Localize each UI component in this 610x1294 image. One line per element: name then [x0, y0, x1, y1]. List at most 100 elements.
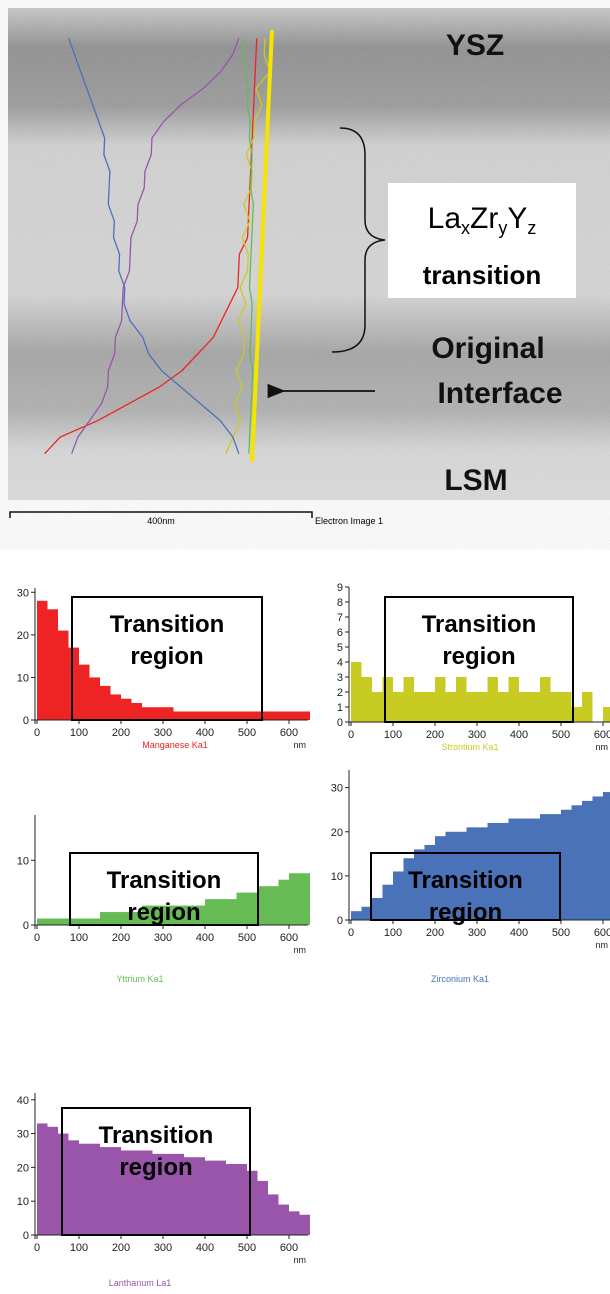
annotation: region: [429, 899, 502, 926]
bar: [163, 1153, 174, 1235]
formula-box: [388, 183, 576, 298]
line-scan: [68, 38, 240, 454]
x-tick-label: 500: [238, 727, 256, 739]
bar: [268, 886, 279, 925]
y-tick-label: 30: [17, 1129, 29, 1141]
bar: [487, 822, 498, 920]
y-tick-label: 20: [17, 1162, 29, 1174]
bar: [508, 677, 519, 722]
bar: [466, 827, 477, 920]
bar: [236, 1164, 247, 1235]
x-tick-label: 0: [34, 727, 40, 739]
bar: [403, 677, 414, 722]
bar: [79, 664, 90, 720]
bar: [110, 1147, 121, 1235]
bar: [226, 711, 237, 720]
y-tick-label: 3: [337, 672, 343, 684]
y-tick-label: 20: [17, 630, 29, 642]
annotation: region: [127, 899, 200, 926]
bar: [68, 918, 79, 925]
bar: [89, 677, 100, 720]
formula-element: Y: [507, 202, 527, 235]
line-scans: [44, 38, 271, 455]
bar: [37, 600, 48, 720]
annotation: Transition: [422, 611, 537, 638]
x-tick-label: 400: [510, 729, 528, 741]
x-tick-label: 200: [112, 932, 130, 944]
bar: [142, 707, 153, 720]
x-tick-label: 100: [384, 927, 402, 939]
bar: [456, 677, 467, 722]
x-tick-label: 400: [196, 727, 214, 739]
bar: [152, 707, 163, 720]
bar: [361, 906, 372, 920]
x-tick-label: 100: [70, 727, 88, 739]
bar: [445, 831, 456, 920]
bar: [173, 905, 184, 925]
bar: [529, 692, 540, 722]
x-tick-label: 300: [154, 727, 172, 739]
bar: [37, 1123, 48, 1235]
bar: [68, 1140, 79, 1235]
bar: [194, 905, 205, 925]
formula-subscript: x: [461, 218, 470, 238]
bar: [47, 1126, 58, 1235]
bar: [519, 818, 530, 920]
annotation: Transition: [99, 1122, 214, 1149]
bar: [508, 818, 519, 920]
bar: [205, 899, 216, 925]
bar: [414, 849, 425, 920]
bar: [89, 1143, 100, 1235]
bar: [603, 792, 610, 920]
bar: [498, 692, 509, 722]
y-tick-label: 10: [17, 672, 29, 684]
bar: [268, 711, 279, 720]
line-scan: [71, 38, 240, 454]
bar: [236, 711, 247, 720]
bar: [79, 1143, 90, 1235]
x-tick-label: 500: [552, 927, 570, 939]
transition-box: [69, 852, 259, 926]
bar: [226, 1164, 237, 1235]
formula-element: Zr: [470, 202, 498, 235]
annotation: Transition: [408, 867, 523, 894]
bar: [89, 918, 100, 925]
x-label: Yttrium Ka1: [116, 974, 163, 984]
x-unit: nm: [293, 1255, 306, 1265]
bar: [477, 827, 488, 920]
y-tick-label: 40: [17, 1095, 29, 1107]
bar: [194, 711, 205, 720]
bar: [173, 1153, 184, 1235]
bar: [247, 711, 258, 720]
transition-box: [384, 596, 574, 723]
x-tick-label: 200: [112, 727, 130, 739]
bar: [163, 905, 174, 925]
bar: [131, 912, 142, 925]
bar: [550, 692, 561, 722]
formula-subscript: z: [527, 218, 536, 238]
annotation: region: [119, 1154, 192, 1181]
bar: [100, 912, 111, 925]
x-tick-label: 500: [238, 1242, 256, 1254]
bar: [47, 609, 58, 720]
bar: [100, 685, 111, 720]
bar: [247, 892, 258, 925]
bar: [257, 886, 268, 925]
bar: [299, 873, 310, 925]
bar: [540, 677, 551, 722]
bar: [184, 905, 195, 925]
bar: [142, 1150, 153, 1235]
bar: [173, 711, 184, 720]
bar: [289, 873, 300, 925]
formula: LaxZryYz: [428, 202, 537, 238]
transition-box: [61, 1107, 251, 1236]
bar: [382, 884, 393, 920]
bar: [351, 911, 362, 920]
x-tick-label: 300: [154, 1242, 172, 1254]
brace: [331, 127, 386, 353]
x-tick-label: 200: [426, 927, 444, 939]
scan-line: [250, 29, 274, 463]
bar: [414, 692, 425, 722]
